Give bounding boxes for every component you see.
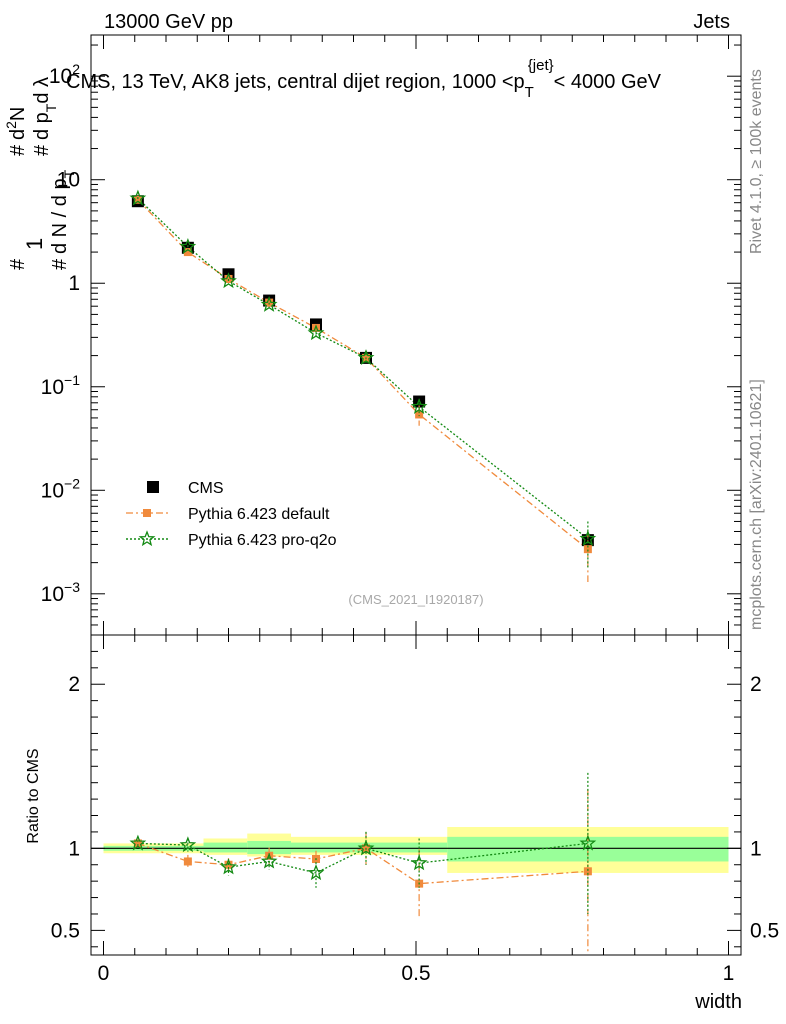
legend-label-cms: CMS (188, 480, 224, 497)
rivet-version: Rivet 4.1.0, ≥ 100k events (748, 69, 765, 254)
mcplots-credit: mcplots.cern.ch [arXiv:2401.10621] (748, 379, 765, 630)
ratio-line-1 (137, 842, 588, 874)
axis-ticks: 0 0.5 1 10−3 10−2 10−1 1 10 102 0.5 0.5 1 1 2 2 (41, 35, 779, 985)
y-tick-label: 1 (68, 272, 80, 295)
point-default-7 (583, 545, 592, 554)
y-tick-label: 10−2 (41, 475, 81, 502)
legend-marker-proq2o (138, 530, 156, 547)
ratio-y-tick-label: 2 (68, 673, 80, 696)
y-tick-label: 10 (57, 169, 80, 192)
x-axis-label: width (694, 991, 742, 1013)
point-proq2o-6 (410, 397, 428, 414)
svg-text:#: # (7, 258, 29, 270)
ratio-line-0 (137, 842, 588, 885)
legend: CMS Pythia 6.423 default Pythia 6.423 pr… (126, 480, 337, 549)
svg-text:#: # (7, 144, 29, 156)
series-lines (137, 197, 589, 885)
point-default-4 (312, 323, 320, 332)
svg-text:d2N: d2N (3, 107, 29, 140)
point-proq2o-1 (179, 237, 197, 254)
x-tick-label: 1 (723, 962, 735, 985)
analysis-id: (CMS_2021_I1920187) (348, 592, 483, 607)
legend-marker-cms (147, 481, 159, 493)
point-proq2o-2 (220, 272, 237, 289)
point-proq2o-7 (579, 529, 597, 546)
point-proq2o-5 (357, 349, 375, 366)
ratio-y-tick-label: 1 (68, 837, 80, 860)
ratio-point-proq2o-2 (220, 858, 237, 875)
ratio-y-tick-label: 0.5 (51, 919, 80, 942)
y-tick-label: 10−3 (41, 579, 81, 606)
x-tick-label: 0.5 (401, 962, 430, 985)
ratio-point-default-7 (583, 867, 592, 876)
series-line-2 (137, 197, 589, 540)
series-line-1 (137, 199, 589, 550)
svg-text:d pTd λ: d pTd λ (31, 77, 59, 140)
ratio-y-tick-label-right: 1 (750, 837, 762, 860)
ratio-y-tick-label-right: 0.5 (750, 919, 779, 942)
point-proq2o-0 (129, 189, 147, 206)
ratio-y-tick-label-right: 2 (750, 673, 762, 696)
y-tick-label: 102 (49, 61, 80, 88)
band-green-1 (203, 842, 248, 853)
plot-title: CMS, 13 TeV, AK8 jets, central dijet reg… (66, 57, 662, 101)
series-points (129, 189, 597, 954)
svg-text:1: 1 (22, 238, 47, 250)
ratio-point-proq2o-1 (179, 836, 197, 853)
y-tick-label: 10−1 (41, 372, 81, 399)
legend-label-default: Pythia 6.423 default (188, 506, 330, 523)
ratio-point-default-1 (183, 857, 192, 866)
ratio-point-proq2o-7 (579, 834, 597, 851)
point-default-6 (415, 410, 424, 419)
main-ylabel: # 1 # d N / d pT # d2N # d pTd λ (3, 77, 77, 270)
svg-text:#: # (31, 144, 53, 156)
point-default-1 (183, 248, 192, 257)
ratio-point-proq2o-3 (260, 852, 278, 869)
header-energy: 13000 GeV pp (104, 11, 233, 33)
svg-text:d N / d pT: d N / d pT (49, 169, 77, 254)
legend-marker-default (143, 509, 151, 517)
svg-text:#: # (49, 258, 71, 270)
point-proq2o-3 (260, 295, 278, 312)
point-default-0 (133, 195, 142, 204)
ratio-point-proq2o-0 (129, 834, 147, 851)
ratio-ylabel: Ratio to CMS (25, 748, 42, 843)
point-proq2o-4 (307, 324, 325, 341)
legend-label-proq2o: Pythia 6.423 pro-q2o (188, 532, 337, 549)
ratio-point-proq2o-6 (410, 854, 428, 871)
ratio-frame (90, 634, 742, 956)
ratio-point-proq2o-5 (357, 839, 375, 856)
ratio-point-default-0 (133, 839, 142, 848)
ratio-point-proq2o-4 (307, 864, 325, 881)
x-tick-label: 0 (98, 962, 110, 985)
header-jets: Jets (693, 11, 730, 33)
